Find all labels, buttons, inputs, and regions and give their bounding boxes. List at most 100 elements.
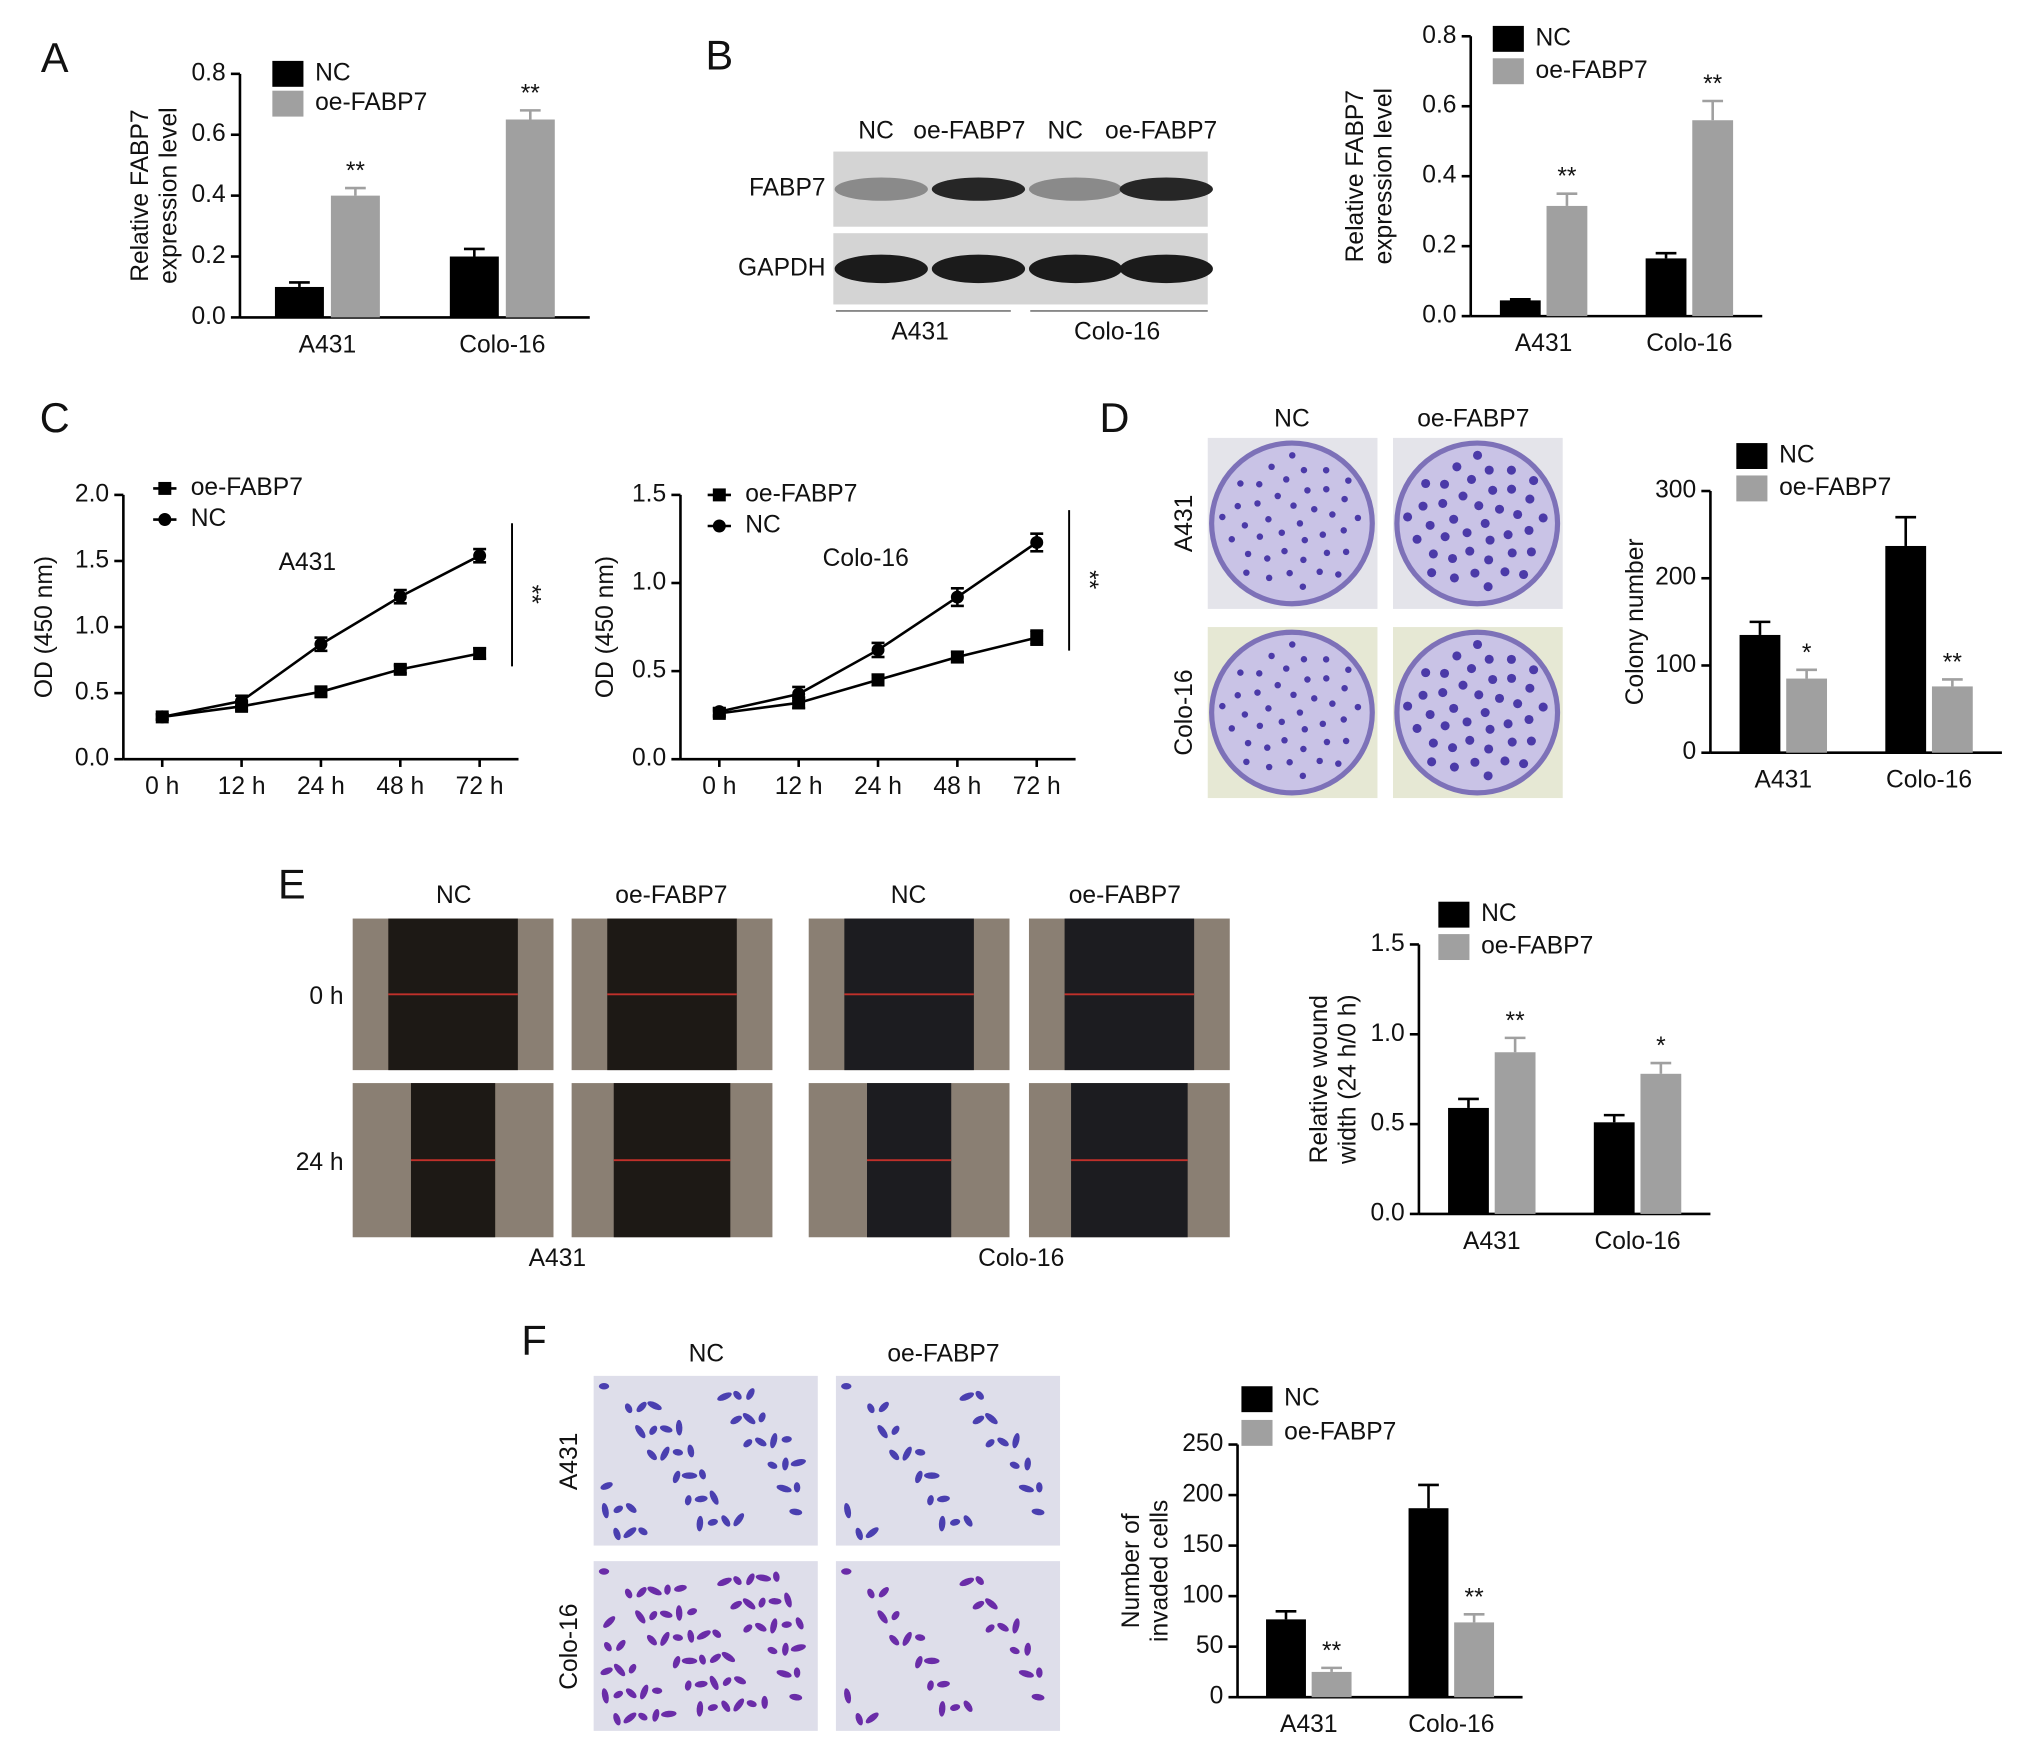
cell [672,1449,684,1456]
colony-dot [1462,717,1472,727]
y-tick-label: 150 [1182,1531,1223,1558]
significance: * [1802,640,1812,667]
group-label: Colo-16 [1074,318,1160,345]
cell [721,1651,736,1663]
cell [937,1680,950,1688]
blot-band [931,177,1026,201]
bar [1408,1508,1449,1698]
bar [1266,1619,1306,1698]
colony-dot [1488,674,1498,685]
cell [694,1680,708,1688]
cell [841,1568,852,1575]
bar [1645,258,1687,317]
lane-label: oe-FABP7 [1105,118,1217,145]
colony-dot [1421,478,1431,489]
y-tick-label: 1.5 [1370,930,1404,957]
legend-label: oe-FABP7 [1779,474,1891,501]
colony-dot [1323,675,1330,682]
cell [776,1670,792,1678]
colony-dot [1438,688,1448,698]
y-tick-label: 0.4 [191,181,225,208]
colony-dot [1296,709,1304,716]
colony-dot [1264,744,1271,751]
colony-dot [1484,744,1494,754]
plate [1394,440,1561,607]
plate [1209,440,1375,607]
colony-dot [1529,476,1539,486]
colony-dot [1465,546,1475,556]
y-axis-label: expression level [156,107,183,283]
legend-label: NC [1481,900,1517,927]
cell [598,1568,610,1575]
bar [1885,545,1927,753]
cell [638,1712,648,1721]
cell [709,1490,719,1505]
cell [687,1608,698,1616]
colony-dot [1449,762,1459,772]
bar [1494,1052,1536,1214]
point [871,643,885,657]
col-label: NC [891,882,927,909]
y-tick-label: 1.0 [632,568,666,595]
colony-dot [1524,525,1534,535]
colony-dot [1234,502,1241,510]
cell [1012,1433,1020,1449]
cell [914,1634,926,1641]
annotation: Colo-16 [823,545,909,572]
row-label: 0 h [309,983,343,1010]
cell [789,1508,803,1516]
y-axis-label: Colony number [1622,538,1649,705]
cell [755,1437,767,1447]
annotation: A431 [279,549,336,576]
colony-dot [1274,681,1281,689]
cell [891,1425,900,1435]
cell [793,1482,801,1493]
cell [672,1634,684,1641]
colony-dot [1278,529,1286,536]
cell [841,1383,852,1390]
panel-letter: D [1099,394,1129,441]
significance: ** [521,80,541,107]
y-axis-label: invaded cells [1147,1500,1174,1642]
colony-dot [1458,491,1468,501]
cell [867,1588,875,1599]
bar [1454,1622,1495,1698]
bar [449,256,499,318]
point [712,705,726,719]
colony-dot [1485,535,1495,545]
colony-dot [1440,721,1450,731]
colony-dot [1340,716,1347,723]
colony-dot [1440,532,1450,542]
cell [782,1642,789,1656]
colony-dot [1300,656,1308,663]
cell [660,1446,670,1461]
y-axis-label: width (24 h/0 h) [1334,994,1361,1165]
cell [638,1527,648,1536]
y-tick-label: 50 [1196,1632,1223,1659]
cell [1012,1618,1020,1634]
blot-band [834,254,928,284]
bar [330,195,380,318]
blot-band [834,177,928,201]
colony-dot [1473,450,1483,460]
legend-label: NC [745,511,781,538]
cell [985,1598,998,1610]
cell [938,1515,946,1532]
cell [997,1437,1009,1447]
colony-dot [1329,700,1336,707]
colony-dot [1439,668,1450,678]
colony-dot [1494,693,1505,703]
y-tick-label: 0.0 [191,303,225,330]
x-tick-label: 24 h [297,773,345,800]
cell [877,1424,888,1439]
legend-label: oe-FABP7 [1481,933,1593,960]
cell [628,1663,637,1674]
y-tick-label: 300 [1655,477,1696,504]
colony-dot [1428,738,1438,748]
legend-label: NC [315,59,351,86]
colony-dot [1448,553,1458,564]
x-tick-label: Colo-16 [1646,330,1732,357]
colony-dot [1425,520,1435,530]
y-tick-label: 0 [1682,738,1696,765]
colony-dot [1506,465,1516,475]
